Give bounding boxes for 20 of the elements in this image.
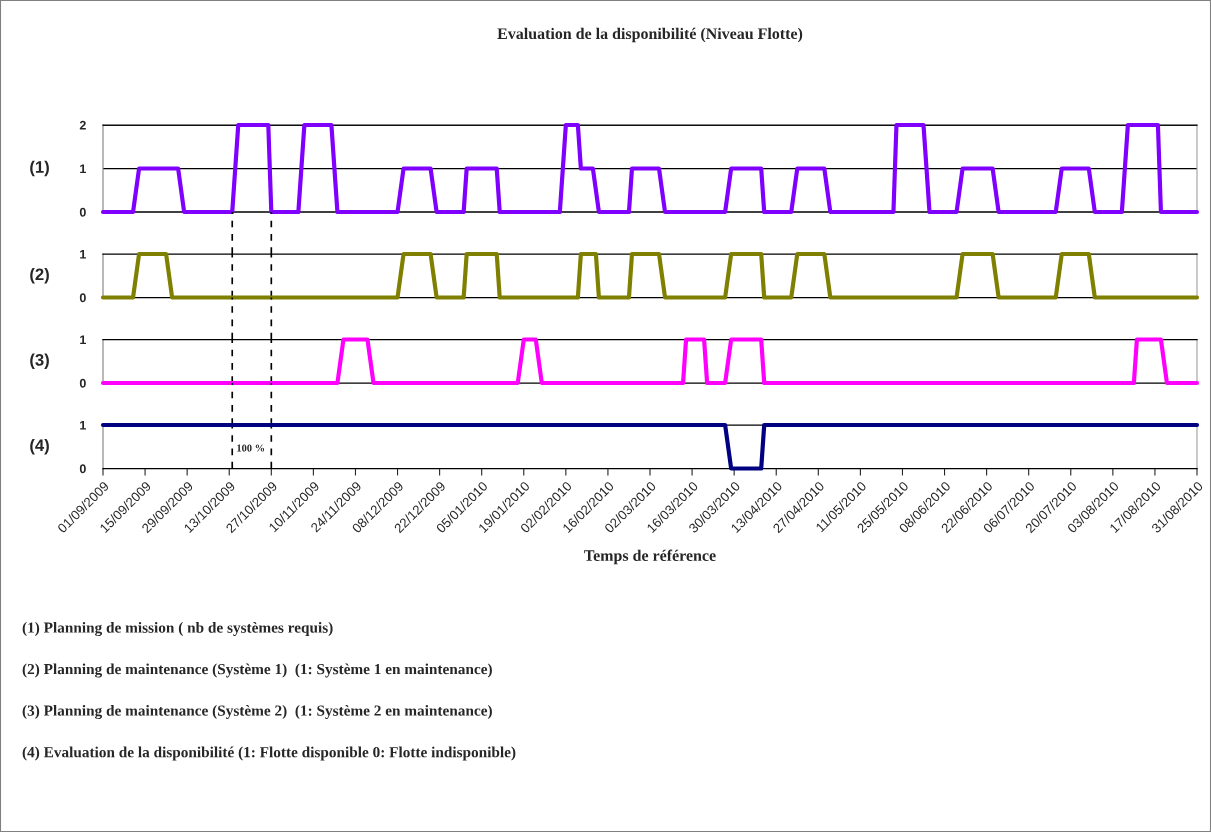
y-tick-label: 1	[80, 249, 86, 259]
y-tick-label: 0	[79, 207, 86, 217]
y-tick-label: 2	[79, 120, 86, 130]
text: (4) Evaluation de la disponibilité (1: Flotte disponible 0: Flotte indisponible)	[22, 746, 516, 761]
y-tick-label: 0	[79, 378, 86, 388]
y-tick-label: 1	[80, 335, 86, 345]
ref-line-label: 100 %	[237, 444, 265, 452]
x-axis-title: Temps de référence	[584, 549, 716, 565]
y-axis-title: (1)	[30, 160, 49, 177]
text: (3) Planning de maintenance (Système 2) (1: Système 2 en maintenance)	[22, 705, 492, 719]
y-axis-title: (2)	[30, 267, 49, 284]
y-tick-label: 0	[79, 464, 86, 474]
y-tick-label: 1	[80, 420, 86, 430]
y-tick-label: 0	[79, 293, 86, 303]
y-axis-title: (4)	[30, 438, 49, 455]
y-axis-title: (3)	[30, 353, 49, 370]
y-tick-label: 1	[80, 164, 86, 174]
chart-title: Evaluation de la disponibilité (Niveau Flotte)	[497, 27, 803, 43]
text: (2) Planning de maintenance (Système 1) (1: Système 1 en maintenance)	[22, 663, 492, 678]
text: (1) Planning de mission ( nb de systèmes requis)	[22, 622, 333, 636]
